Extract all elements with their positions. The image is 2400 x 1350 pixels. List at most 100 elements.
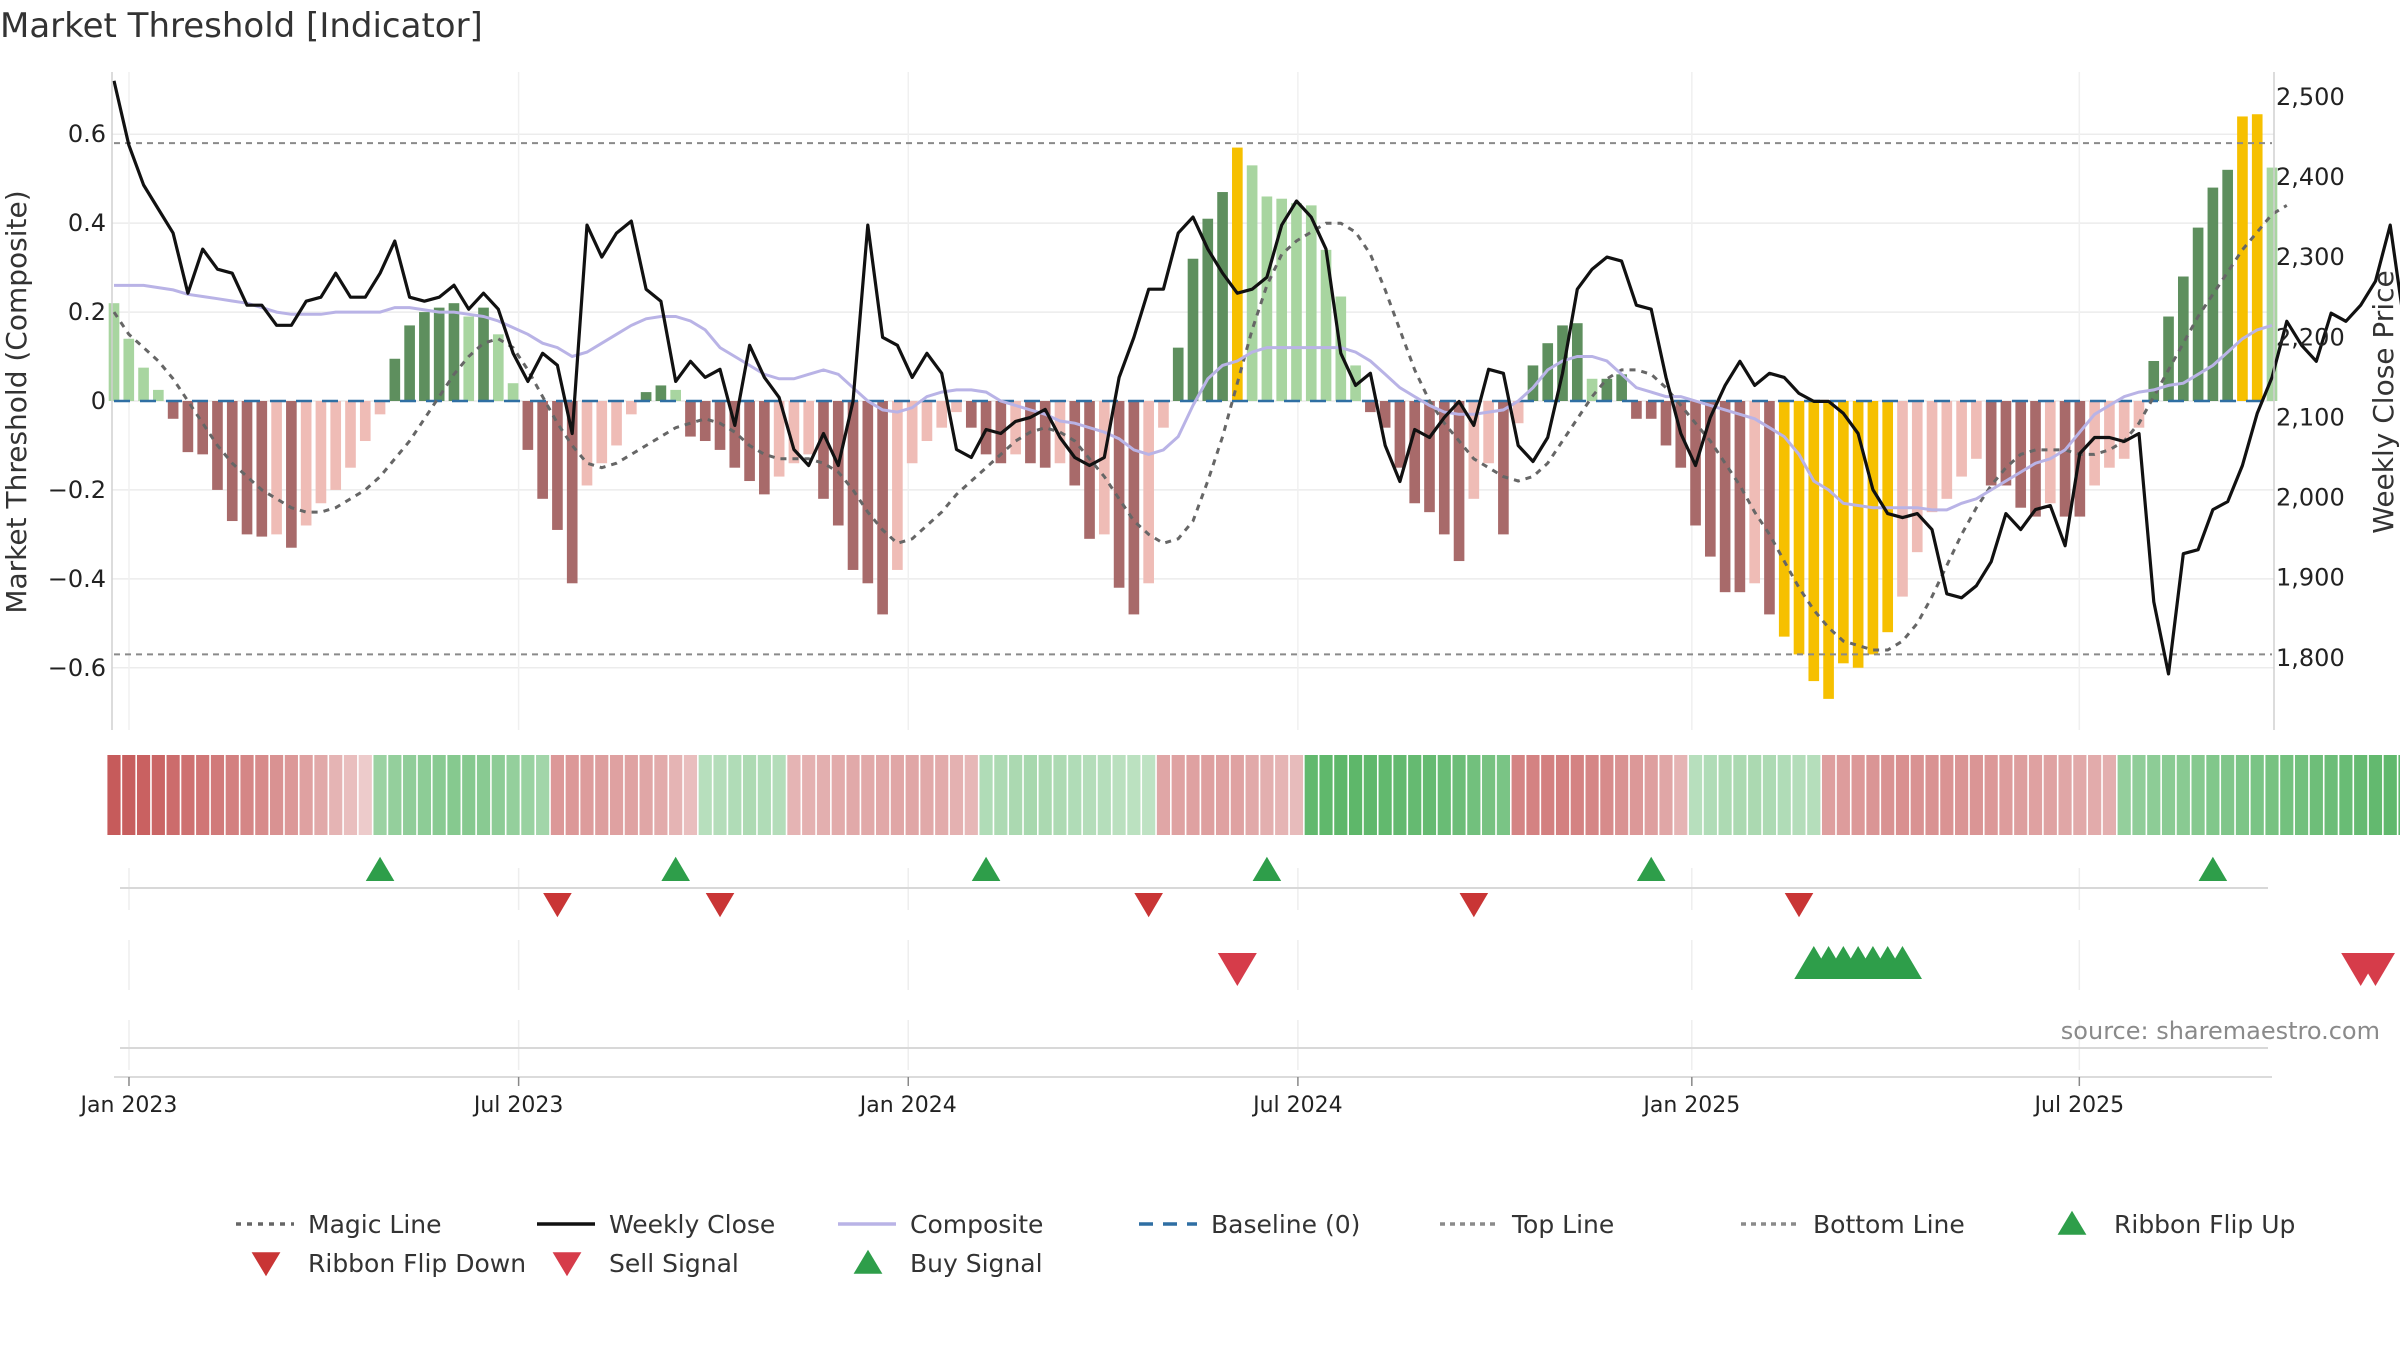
threshold-bar: [153, 389, 164, 401]
threshold-bar: [1246, 165, 1258, 401]
threshold-bar: [2133, 401, 2145, 428]
ribbon-cell: [2132, 755, 2146, 835]
threshold-bar: [1764, 401, 1775, 615]
legend-label: Sell Signal: [609, 1249, 739, 1278]
ribbon-cell: [166, 755, 180, 835]
threshold-bar: [611, 401, 622, 446]
legend-label: Buy Signal: [910, 1249, 1043, 1278]
x-tick-label: Jan 2023: [79, 1093, 178, 1118]
ribbon-flip-up-marker: [1636, 856, 1666, 881]
ribbon-cell: [1866, 755, 1880, 835]
threshold-bar: [1705, 401, 1716, 557]
ribbon-cell: [240, 755, 254, 835]
ribbon-cell: [1688, 755, 1703, 835]
ribbon-cell: [550, 755, 565, 835]
ribbon-cell: [1201, 755, 1215, 835]
ribbon-cell: [122, 755, 136, 835]
ribbon-cell: [1718, 755, 1732, 835]
ribbon-cell: [1511, 755, 1525, 835]
y2-tick-label: 2,100: [2276, 403, 2345, 431]
ribbon-cell: [1186, 755, 1200, 835]
ribbon-cell: [1156, 755, 1171, 835]
ribbon-flip-down-marker: [1134, 893, 1163, 918]
legend-swatch: [251, 1252, 281, 1277]
ribbon-cell: [210, 755, 225, 835]
threshold-bar: [1749, 401, 1760, 584]
ribbon-cell: [1615, 755, 1629, 835]
threshold-bar: [2177, 276, 2189, 401]
threshold-bar: [847, 401, 859, 570]
ribbon-cell: [1496, 755, 1510, 835]
ribbon-flip-down-marker: [543, 893, 572, 918]
ribbon-cell: [1230, 755, 1244, 835]
ribbon-cell: [1482, 755, 1496, 835]
ribbon-cell: [343, 755, 358, 835]
threshold-bar: [1069, 401, 1081, 486]
threshold-bar: [2163, 316, 2174, 401]
ribbon-cell: [1777, 755, 1791, 835]
threshold-bar: [1926, 401, 1938, 513]
threshold-bar: [2207, 187, 2219, 401]
ribbon-cell: [1289, 755, 1304, 835]
threshold-bar: [1143, 401, 1154, 584]
threshold-bar: [803, 401, 815, 455]
threshold-bar: [1084, 401, 1095, 539]
ribbon-cell: [2250, 755, 2264, 835]
ribbon-cell: [1940, 755, 1954, 835]
ribbon-cell: [920, 755, 934, 835]
ribbon-cell: [876, 755, 890, 835]
ribbon-cell: [1023, 755, 1038, 835]
threshold-bar: [419, 312, 430, 401]
ribbon-cell: [2088, 755, 2102, 835]
ribbon-cell: [1393, 755, 1407, 835]
ribbon-cell: [1792, 755, 1806, 835]
threshold-bar: [330, 401, 342, 490]
threshold-bar: [1113, 401, 1125, 588]
ribbon-cell: [358, 755, 372, 835]
x-tick-label: Jul 2024: [1251, 1093, 1343, 1118]
ribbon-cell: [1836, 755, 1850, 835]
sell-signal-marker: [1217, 953, 1257, 986]
ribbon-cell: [742, 755, 757, 835]
legend-label: Top Line: [1511, 1210, 1614, 1239]
ribbon-cell: [949, 755, 964, 835]
ribbon-cell: [935, 755, 949, 835]
ribbon-cell: [816, 755, 831, 835]
ribbon-cell: [1260, 755, 1274, 835]
ribbon-cell: [669, 755, 683, 835]
threshold-bar: [1498, 401, 1509, 535]
threshold-bar: [300, 401, 312, 526]
ribbon-cell: [314, 755, 328, 835]
ribbon-cell: [1378, 755, 1392, 835]
ribbon-cell: [1659, 755, 1673, 835]
threshold-bar: [1631, 401, 1642, 419]
ribbon-cell: [2147, 755, 2161, 835]
threshold-bar: [522, 401, 534, 450]
threshold-bar: [552, 401, 563, 530]
ribbon-cell: [1275, 755, 1289, 835]
ribbon-cell: [1999, 755, 2013, 835]
threshold-bar: [699, 401, 711, 442]
ribbon-cell: [2265, 755, 2279, 835]
threshold-bar: [685, 401, 696, 437]
ribbon-flip-up-marker: [365, 856, 395, 881]
ribbon-cell: [1585, 755, 1599, 835]
threshold-bar: [1734, 401, 1746, 593]
grid-lines: [112, 72, 2274, 1070]
threshold-bar: [389, 358, 401, 401]
threshold-bar: [1202, 218, 1214, 401]
threshold-bar: [566, 401, 578, 584]
ribbon-cell: [1570, 755, 1584, 835]
ribbon-cell: [1881, 755, 1895, 835]
y2-tick-label: 2,400: [2276, 163, 2345, 191]
threshold-bar: [788, 401, 800, 464]
threshold-bar: [2030, 401, 2041, 517]
ribbon-cell: [1541, 755, 1555, 835]
threshold-bar: [463, 316, 475, 401]
threshold-bar: [2237, 116, 2248, 401]
ribbon-cell: [1807, 755, 1821, 835]
ribbon-cell: [624, 755, 638, 835]
y2-tick-label: 1,900: [2276, 564, 2345, 592]
threshold-bar: [921, 401, 933, 442]
threshold-bar: [2266, 167, 2278, 401]
